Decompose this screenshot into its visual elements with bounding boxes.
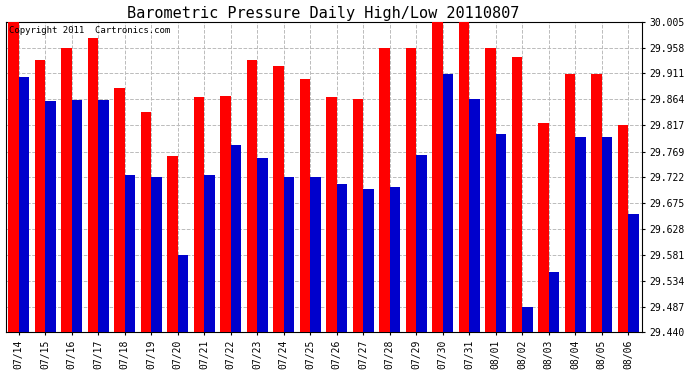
Bar <box>115 88 125 332</box>
Text: Copyright 2011  Cartronics.com: Copyright 2011 Cartronics.com <box>9 26 170 35</box>
Bar <box>88 38 98 332</box>
Bar <box>485 48 496 332</box>
Bar <box>538 123 549 332</box>
Bar <box>98 100 109 332</box>
Bar <box>204 175 215 332</box>
Bar <box>231 146 241 332</box>
Bar <box>629 214 639 332</box>
Bar <box>220 96 231 332</box>
Bar <box>496 135 506 332</box>
Bar <box>194 97 204 332</box>
Bar <box>178 255 188 332</box>
Bar <box>575 137 586 332</box>
Bar <box>247 60 257 332</box>
Bar <box>522 307 533 332</box>
Bar <box>432 22 443 332</box>
Bar <box>416 155 427 332</box>
Bar <box>353 99 364 332</box>
Bar <box>602 137 613 332</box>
Bar <box>459 22 469 332</box>
Bar <box>406 48 416 332</box>
Bar <box>125 175 135 332</box>
Bar <box>337 184 347 332</box>
Bar <box>549 272 560 332</box>
Bar <box>8 22 19 332</box>
Bar <box>141 112 151 332</box>
Bar <box>443 74 453 332</box>
Bar <box>19 77 30 332</box>
Title: Barometric Pressure Daily High/Low 20110807: Barometric Pressure Daily High/Low 20110… <box>128 6 520 21</box>
Bar <box>72 100 82 332</box>
Bar <box>469 99 480 332</box>
Bar <box>390 187 400 332</box>
Bar <box>364 189 374 332</box>
Bar <box>326 97 337 332</box>
Bar <box>618 125 629 332</box>
Bar <box>310 177 321 332</box>
Bar <box>61 48 72 332</box>
Bar <box>151 177 162 332</box>
Bar <box>380 48 390 332</box>
Bar <box>273 66 284 332</box>
Bar <box>46 102 56 332</box>
Bar <box>299 80 310 332</box>
Bar <box>167 156 178 332</box>
Bar <box>34 60 46 332</box>
Bar <box>284 177 295 332</box>
Bar <box>512 57 522 332</box>
Bar <box>591 74 602 332</box>
Bar <box>257 158 268 332</box>
Bar <box>564 74 575 332</box>
